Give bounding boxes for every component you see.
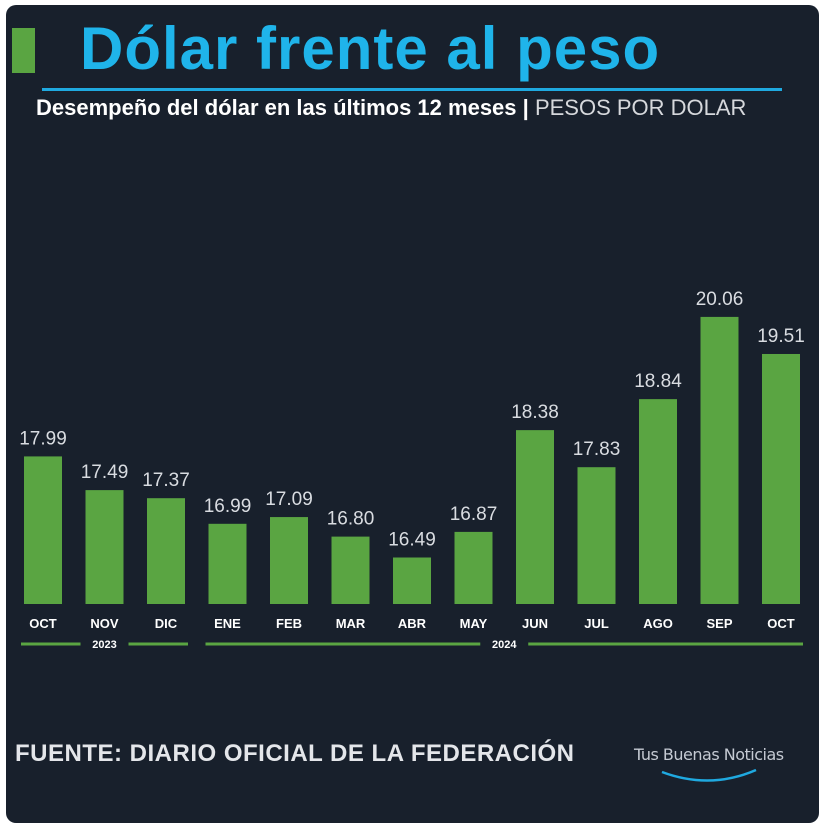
- bar: [208, 523, 247, 604]
- bar: [700, 316, 739, 604]
- subtitle-main: Desempeño del dólar en las últimos 12 me…: [36, 95, 517, 120]
- brand-logo: Tus Buenas Noticias: [634, 745, 784, 764]
- bar-value-label: 16.87: [450, 504, 498, 525]
- x-tick-label: SEP: [706, 616, 732, 631]
- bar: [639, 399, 677, 604]
- x-tick-label: DIC: [155, 616, 178, 631]
- title-accent-bar: [12, 28, 35, 73]
- bar-value-label: 19.51: [757, 326, 805, 347]
- subtitle-separator: |: [522, 95, 529, 120]
- title-underline: [42, 88, 782, 91]
- bar: [331, 536, 370, 604]
- x-tick-label: FEB: [276, 616, 302, 631]
- bar: [516, 430, 554, 604]
- chart-card: [6, 5, 819, 823]
- x-tick-label: OCT: [767, 616, 795, 631]
- subtitle-unit: PESOS POR DOLAR: [534, 95, 747, 120]
- bar: [454, 531, 493, 604]
- x-tick-label: NOV: [90, 616, 119, 631]
- bar: [85, 490, 124, 604]
- source-note: FUENTE: DIARIO OFICIAL DE LA FEDERACIÓN: [15, 740, 575, 767]
- bar-value-label: 17.83: [573, 439, 621, 460]
- chart-subtitle: Desempeño del dólar en las últimos 12 me…: [36, 95, 746, 121]
- year-label: 2023: [92, 639, 116, 651]
- x-tick-label: OCT: [29, 616, 57, 631]
- bar: [393, 557, 431, 604]
- bar-value-label: 16.49: [388, 530, 436, 551]
- x-tick-label: MAR: [336, 616, 366, 631]
- brand-swoosh-icon: [661, 768, 757, 782]
- bar: [147, 498, 185, 604]
- bar-value-label: 17.09: [265, 489, 313, 510]
- x-tick-label: JUL: [584, 616, 609, 631]
- bar-value-label: 20.06: [696, 289, 744, 310]
- bar: [577, 467, 616, 604]
- x-tick-label: MAY: [460, 616, 488, 631]
- bar-value-label: 16.99: [204, 496, 252, 517]
- bar-value-label: 18.38: [511, 402, 559, 423]
- bar: [762, 353, 800, 604]
- bar-value-label: 17.99: [19, 428, 67, 449]
- year-label: 2024: [492, 639, 517, 651]
- x-tick-label: AGO: [643, 616, 673, 631]
- x-tick-label: ENE: [214, 616, 241, 631]
- bar: [24, 456, 62, 604]
- page-title: Dólar frente al peso: [80, 15, 661, 82]
- bar-value-label: 17.49: [81, 462, 129, 483]
- bar-value-label: 18.84: [634, 371, 682, 392]
- bar-value-label: 16.80: [327, 509, 375, 530]
- bar-value-label: 17.37: [142, 470, 190, 491]
- x-tick-label: JUN: [522, 616, 548, 631]
- x-tick-label: ABR: [398, 616, 427, 631]
- bar: [270, 517, 308, 604]
